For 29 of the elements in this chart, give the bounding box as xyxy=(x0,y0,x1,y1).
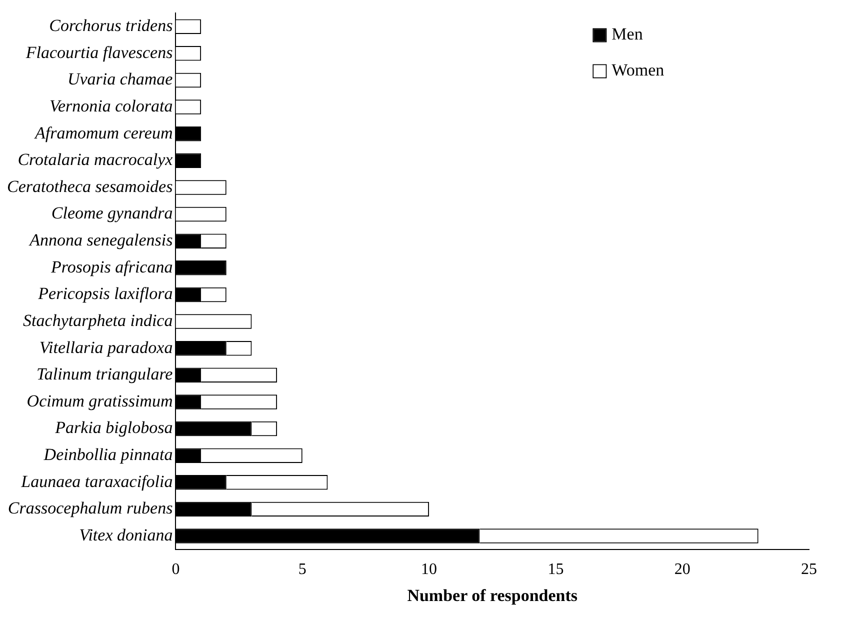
y-tick-label: Stachytarpheta indica xyxy=(23,310,173,330)
x-tick-label: 15 xyxy=(548,561,564,578)
y-tick-label: Pericopsis laxiflora xyxy=(37,284,173,304)
y-tick-label: Ocimum gratissimum xyxy=(26,391,173,410)
y-tick-label: Crassocephalum rubens xyxy=(8,498,174,518)
x-tick-label: 10 xyxy=(421,561,438,578)
y-tick-label: Uvaria chamae xyxy=(67,70,174,89)
y-tick-label: Corchorus tridens xyxy=(49,16,174,36)
y-tick-label: Deinbollia pinnata xyxy=(42,445,173,464)
legend-label: Men xyxy=(612,24,644,44)
y-tick-label: Vitellaria paradoxa xyxy=(39,338,173,357)
y-tick-label: Vitex doniana xyxy=(79,525,173,544)
x-tick-label: 20 xyxy=(674,561,690,578)
y-tick-label: Launaea taraxacifolia xyxy=(20,472,173,491)
legend-label: Women xyxy=(612,60,665,80)
y-tick-label: Flacourtia flavescens xyxy=(24,42,174,62)
y-tick-label: Aframomum cereum xyxy=(34,123,173,142)
y-tick-label: Annona senegalensis xyxy=(28,230,174,250)
y-tick-label: Ceratotheca sesamoides xyxy=(6,176,174,196)
y-tick-label: Vernonia colorata xyxy=(49,96,173,116)
x-tick-label: 0 xyxy=(172,561,180,578)
y-tick-label: Talinum triangulare xyxy=(36,364,174,384)
x-axis-title: Number of respondents xyxy=(407,586,578,606)
x-tick-label: 25 xyxy=(801,561,817,578)
x-tick-label: 5 xyxy=(298,561,306,578)
y-tick-label: Prosopis africana xyxy=(50,257,173,276)
y-tick-label: Parkia biglobosa xyxy=(54,418,173,438)
y-tick-label: Cleome gynandra xyxy=(51,204,173,223)
y-tick-label: Crotalaria macrocalyx xyxy=(18,150,174,170)
